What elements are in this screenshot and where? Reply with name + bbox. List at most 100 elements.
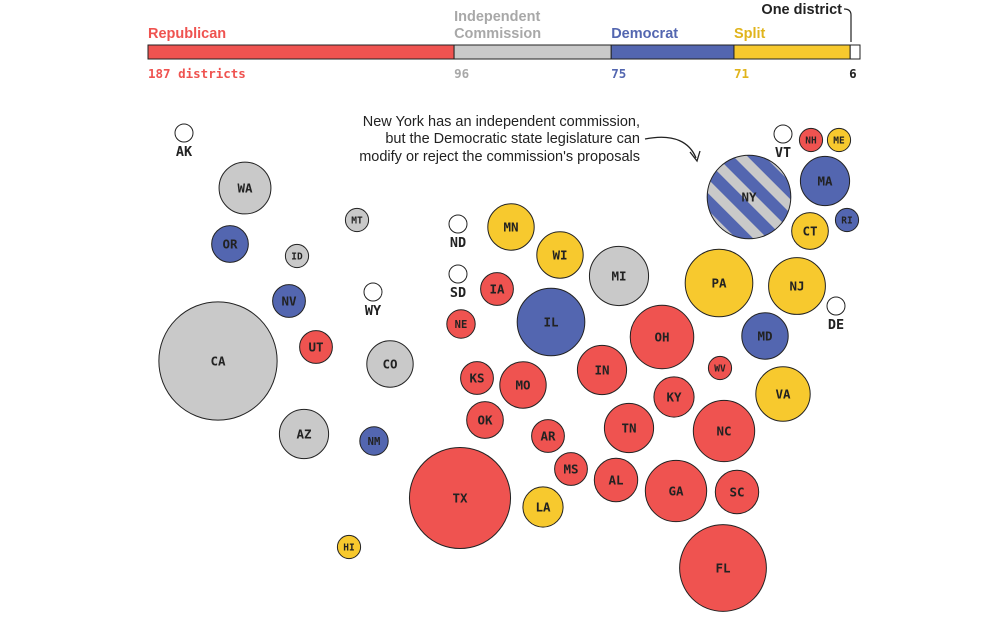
bubble-nd: [448, 214, 468, 234]
bubble-mt: [344, 207, 370, 233]
bubble-or: [211, 225, 249, 263]
state-label-me: ME: [833, 135, 845, 146]
state-label-mn: MN: [503, 220, 518, 235]
bar-count-independent-commission: 96: [454, 66, 469, 81]
bar-segment-split: [733, 44, 851, 60]
state-label-nm: NM: [368, 436, 381, 448]
bubble-md: [741, 312, 789, 360]
bubble-sd: [448, 264, 468, 284]
state-label-ma: MA: [817, 174, 833, 189]
state-label-mi: MI: [611, 269, 626, 284]
state-bubbles: AK WA OR ID MT NV WY CA UT CO AZ NM HI ND SD NE KS OK TX MN…: [158, 123, 860, 612]
bubble-mo: [499, 361, 547, 409]
bar-label-independent-commission-1: Independent: [454, 9, 540, 25]
bubble-il: [516, 287, 586, 357]
bubble-in: [576, 344, 628, 396]
bubble-la: [522, 486, 564, 528]
state-label-ny: NY: [741, 190, 757, 205]
state-label-nj: NJ: [789, 279, 804, 294]
annotation-line-1: New York has an independent commission,: [363, 114, 640, 130]
state-label-ok: OK: [477, 413, 493, 428]
state-label-ia: IA: [489, 282, 505, 297]
state-label-ks: KS: [469, 371, 484, 386]
bar-segment-one-district: [849, 44, 861, 60]
state-label-co: CO: [382, 357, 397, 372]
annotation-arrowhead: [689, 150, 701, 163]
state-label-ut: UT: [308, 340, 323, 355]
bubble-wa: [218, 161, 272, 215]
state-label-oh: OH: [654, 330, 669, 345]
bubble-ca: [158, 301, 278, 421]
bubble-ky: [653, 376, 695, 418]
bar-label-republican: Republican: [148, 26, 226, 42]
bubble-sc: [714, 469, 760, 515]
bubble-wv: [707, 355, 733, 381]
bubble-mn: [487, 203, 535, 251]
bubble-wy: [363, 282, 383, 302]
state-label-tx: TX: [452, 491, 468, 506]
state-label-fl: FL: [715, 561, 731, 576]
bar-count-democrat: 75: [611, 66, 626, 81]
state-label-id: ID: [291, 251, 303, 262]
bubble-ak: [174, 123, 194, 143]
state-label-al: AL: [608, 473, 624, 488]
bubble-co: [366, 340, 414, 388]
state-label-or: OR: [222, 237, 238, 252]
state-label-md: MD: [757, 329, 772, 344]
bubble-hi: [336, 534, 362, 560]
state-label-ms: MS: [563, 462, 578, 477]
bubble-ar: [531, 419, 565, 453]
state-label-nd: ND: [450, 235, 466, 251]
bubble-az: [278, 408, 330, 460]
bubble-ma: [799, 155, 851, 207]
bubble-ct: [791, 212, 829, 250]
bubble-mi: [588, 245, 650, 307]
bubble-wi: [536, 231, 584, 279]
state-label-nc: NC: [716, 424, 731, 439]
state-label-ri: RI: [841, 215, 852, 226]
summary-bar: 187 districts Republican 96 IndependentComm…: [147, 2, 861, 81]
state-label-va: VA: [775, 387, 791, 402]
state-label-ky: KY: [666, 390, 682, 405]
annotation-line-3: modify or reject the commission's propos…: [359, 149, 640, 165]
state-label-ca: CA: [210, 354, 226, 369]
bubble-nc: [692, 399, 756, 463]
state-label-de: DE: [828, 317, 844, 333]
state-label-la: LA: [535, 500, 551, 515]
one-district-leader-line: [843, 8, 852, 42]
bubble-me: [826, 127, 852, 153]
annotation-arrow: [644, 136, 697, 159]
bubble-de: [826, 296, 846, 316]
bubble-nv: [272, 284, 306, 318]
state-label-sc: SC: [729, 485, 744, 500]
bubble-nm: [359, 426, 389, 456]
state-label-wi: WI: [552, 248, 567, 263]
bubble-tn: [603, 402, 655, 454]
bubble-ga: [644, 459, 708, 523]
state-label-ak: AK: [176, 144, 193, 160]
state-label-ar: AR: [540, 429, 556, 444]
bubble-ut: [299, 330, 333, 364]
bar-label-split: Split: [734, 26, 766, 42]
bubble-nj: [768, 257, 826, 315]
state-label-wv: WV: [714, 363, 726, 374]
state-label-wy: WY: [365, 303, 382, 319]
bubble-oh: [629, 304, 695, 370]
annotation-line-2: but the Democratic state legislature can: [385, 131, 640, 147]
bubble-ny: [706, 154, 792, 240]
bar-count-one-district: 6: [849, 66, 857, 81]
bubble-ri: [834, 207, 860, 233]
bubble-pa: [684, 248, 754, 318]
state-label-mt: MT: [351, 215, 363, 226]
bubble-ks: [460, 361, 494, 395]
bar-segment-republican: [147, 44, 455, 60]
state-label-sd: SD: [450, 285, 466, 301]
bubble-nh: [798, 127, 824, 153]
bubble-fl: [679, 524, 767, 612]
state-label-il: IL: [543, 315, 559, 330]
state-label-tn: TN: [621, 421, 636, 436]
bubble-ms: [554, 452, 588, 486]
state-label-ga: GA: [668, 484, 684, 499]
ny-annotation: New York has an independent commission, …: [359, 114, 701, 165]
